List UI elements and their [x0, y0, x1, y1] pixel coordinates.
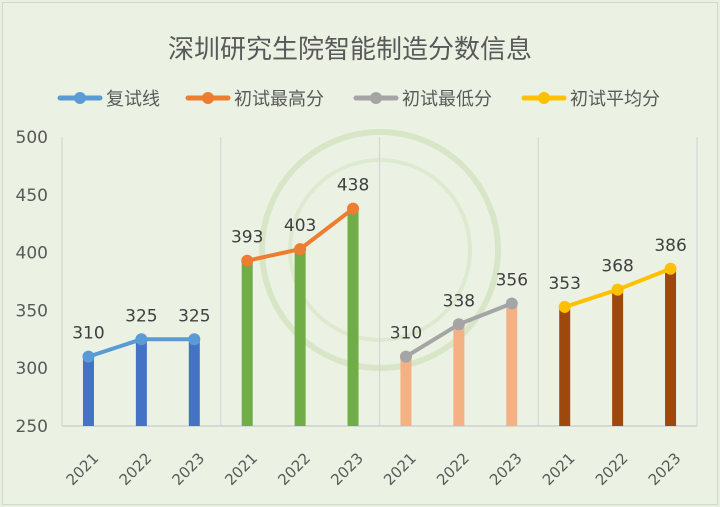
x-tick-label: 2021 [539, 449, 579, 489]
data-label: 386 [654, 236, 686, 256]
bar [612, 289, 624, 426]
legend-label: 初试最低分 [402, 89, 492, 110]
legend-marker [538, 92, 550, 104]
series-point [664, 262, 677, 275]
bars [82, 208, 677, 426]
x-tick-label: 2021 [221, 449, 261, 489]
x-tick-label: 2022 [592, 449, 632, 489]
y-axis: 250 300 350 400 450 500 [16, 128, 48, 437]
legend-label: 初试最高分 [234, 89, 324, 110]
x-tick-label: 2022 [433, 449, 473, 489]
x-tick-label: 2021 [380, 449, 420, 489]
bar [82, 356, 94, 426]
data-label: 325 [178, 306, 210, 326]
series-point [611, 283, 624, 296]
data-label: 310 [72, 324, 104, 344]
data-label: 353 [548, 274, 580, 294]
y-tick-label: 250 [16, 417, 48, 437]
legend-label: 复试线 [106, 89, 160, 110]
legend-marker [202, 92, 214, 104]
bar [453, 324, 465, 426]
x-tick-label: 2022 [274, 449, 314, 489]
series-point [505, 297, 518, 310]
bar [294, 249, 306, 426]
data-label: 393 [231, 228, 263, 248]
series-point [82, 350, 95, 363]
x-tick-label: 2023 [327, 449, 367, 489]
data-label: 325 [125, 306, 157, 326]
series-point [399, 350, 412, 363]
bar [559, 306, 571, 426]
bar [400, 356, 412, 426]
data-label: 368 [601, 257, 633, 277]
data-label: 338 [443, 291, 475, 311]
data-label: 438 [337, 176, 369, 196]
y-tick-label: 400 [16, 244, 48, 264]
bar [188, 339, 200, 426]
series-point [452, 318, 465, 331]
chart-title: 深圳研究生院智能制造分数信息 [168, 35, 532, 65]
bar [347, 208, 359, 426]
series-point [135, 333, 148, 346]
x-tick-label: 2023 [486, 449, 526, 489]
x-tick-label: 2021 [63, 449, 103, 489]
bar [241, 260, 253, 426]
bar [665, 268, 677, 426]
legend: 复试线 初试最高分 初试最低分 初试平均分 [57, 89, 660, 110]
lines: 310 325 325 393 403 438 310 338 356 353 368 386 [72, 176, 687, 363]
series-point [347, 202, 360, 215]
x-tick-label: 2023 [645, 449, 685, 489]
grid [61, 137, 698, 427]
series-point [294, 243, 307, 256]
y-tick-label: 500 [16, 128, 48, 148]
x-tick-label: 2023 [168, 449, 208, 489]
legend-marker [370, 92, 382, 104]
series-point [241, 254, 254, 267]
series-point [188, 333, 201, 346]
legend-label: 初试平均分 [570, 89, 660, 110]
y-tick-label: 350 [16, 301, 48, 321]
x-axis: 2021 2022 2023 2021 2022 2023 2021 2022 2023 2021… [63, 449, 685, 489]
data-label: 403 [284, 216, 316, 236]
bar [506, 303, 518, 426]
bar [135, 339, 147, 426]
y-tick-label: 300 [16, 359, 48, 379]
legend-marker [74, 92, 86, 104]
data-label: 310 [390, 324, 422, 344]
series-point [558, 300, 571, 313]
y-tick-label: 450 [16, 186, 48, 206]
x-tick-label: 2022 [116, 449, 156, 489]
data-label: 356 [496, 270, 528, 290]
